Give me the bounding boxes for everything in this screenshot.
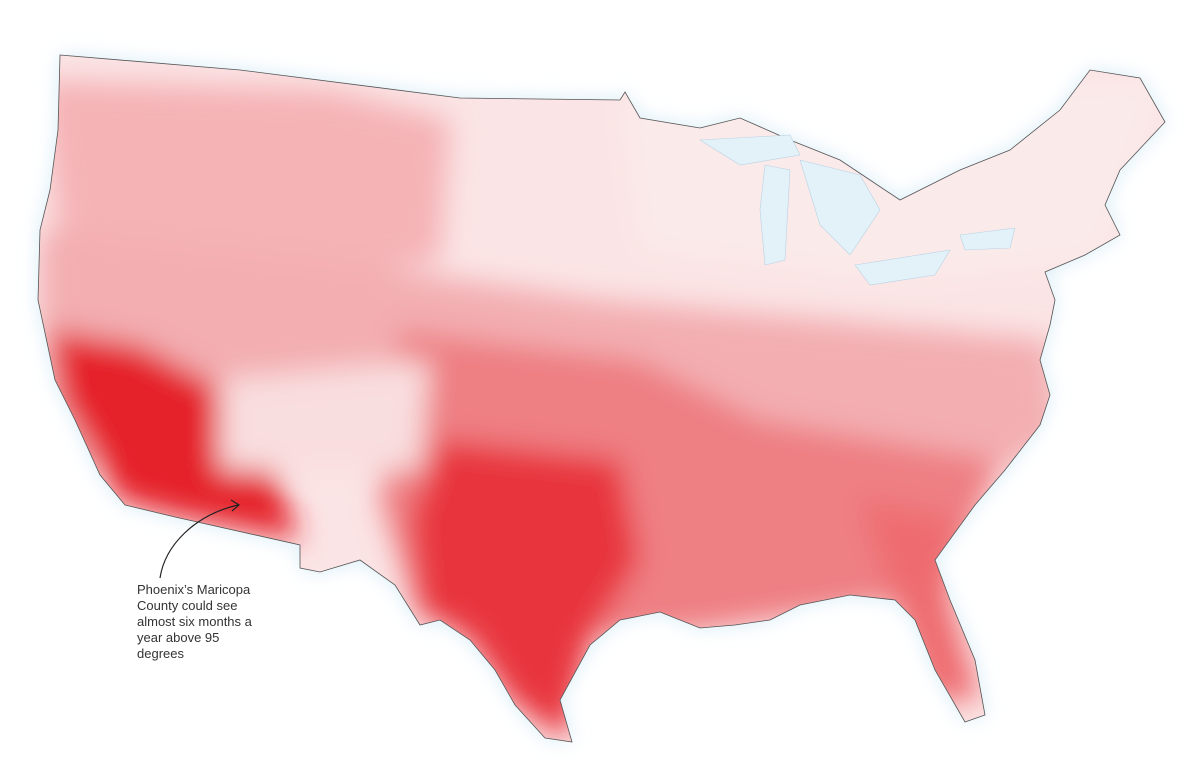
annotation-line: almost six months a xyxy=(137,614,253,629)
annotation-line: degrees xyxy=(137,646,184,661)
great-lakes xyxy=(699,134,1016,286)
annotation-line: year above 95 xyxy=(137,630,219,645)
heat-regions xyxy=(40,80,1165,740)
arrow-head xyxy=(230,499,241,512)
annotation-line: Phoenix’s Maricopa xyxy=(137,582,251,597)
annotation: Phoenix’s Maricopa County could see almo… xyxy=(137,582,256,661)
annotation-arrow xyxy=(159,504,239,579)
annotation-line: County could see xyxy=(137,598,237,613)
